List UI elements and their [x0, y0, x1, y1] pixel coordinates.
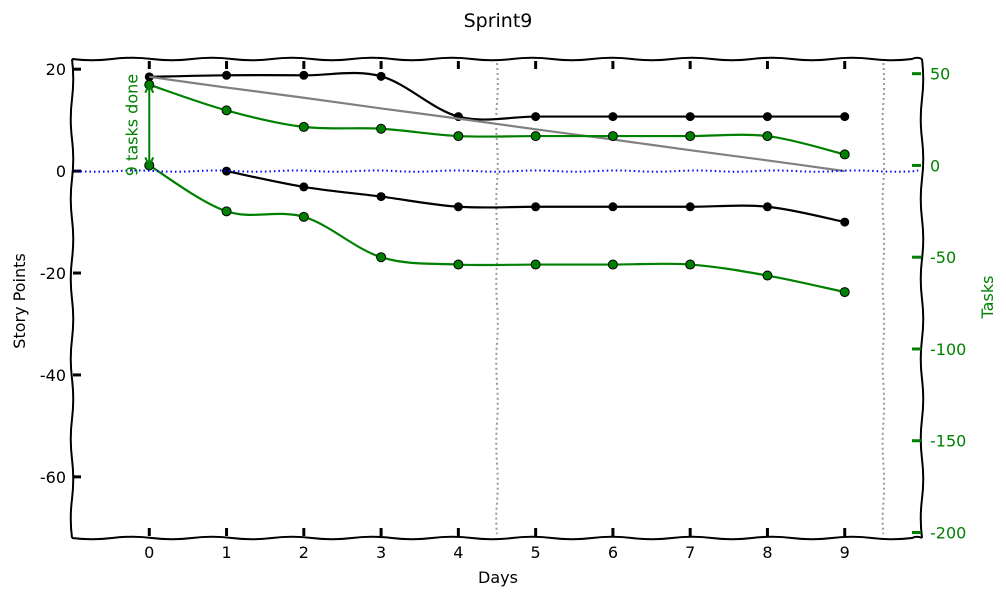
- series-line: [226, 170, 845, 224]
- x-tick-label: 7: [685, 543, 695, 562]
- data-point: [685, 112, 695, 122]
- data-point: [531, 202, 541, 212]
- x-tick-label: 4: [453, 543, 463, 562]
- series-line: [149, 71, 845, 121]
- zero-line: [75, 169, 919, 173]
- data-point: [607, 259, 618, 270]
- data-point: [762, 131, 773, 142]
- data-point: [685, 131, 696, 142]
- frame-bottom: [71, 535, 923, 541]
- data-point: [376, 123, 387, 134]
- data-point: [376, 252, 387, 263]
- data-point: [762, 202, 772, 212]
- data-point: [453, 202, 463, 212]
- annotation-arrowhead: [144, 156, 155, 168]
- y2-tick-label: 0: [930, 156, 940, 175]
- frame-right: [919, 58, 925, 539]
- data-point: [762, 270, 773, 281]
- x-tick-label: 0: [144, 543, 154, 562]
- data-point: [376, 71, 386, 81]
- data-point: [222, 166, 232, 176]
- data-point: [221, 105, 232, 116]
- y-axis-label: Story Points: [10, 253, 29, 348]
- data-point: [608, 112, 618, 122]
- data-point: [453, 131, 464, 142]
- data-point: [531, 112, 541, 122]
- data-point: [221, 206, 232, 217]
- y2-tick-label: 50: [930, 65, 950, 84]
- data-point: [453, 259, 464, 270]
- chart-title: Sprint9: [464, 10, 533, 32]
- data-point: [839, 287, 850, 298]
- y2-tick-label: -100: [930, 340, 966, 359]
- x-axis-label: Days: [478, 568, 518, 587]
- x-tick-label: 5: [531, 543, 541, 562]
- plot-area: 0 1 2 3 4 5 6 7 8 9 20 0 -20 -40 -60 50 0 -50 -100 -150 -200…: [40, 56, 966, 562]
- x-tick-label: 3: [376, 543, 386, 562]
- data-point: [685, 259, 696, 270]
- y2-tick-label: -150: [930, 432, 966, 451]
- data-point: [299, 182, 309, 192]
- annotation-label: 9 tasks done: [122, 74, 141, 176]
- x-tick-label: 8: [762, 543, 772, 562]
- data-point: [762, 112, 772, 122]
- data-point: [840, 217, 850, 227]
- x-tick-label: 9: [840, 543, 850, 562]
- y-tick-label: -20: [40, 264, 66, 283]
- y-tick-label: -40: [40, 366, 66, 385]
- y2-axis-label: Tasks: [978, 276, 997, 320]
- data-point: [222, 70, 232, 80]
- x-tick-label: 6: [608, 543, 618, 562]
- data-point: [299, 70, 309, 80]
- series-line: [148, 83, 845, 156]
- data-point: [298, 211, 309, 222]
- data-point: [298, 121, 309, 132]
- frame-left: [69, 58, 75, 539]
- frame-top: [71, 56, 923, 62]
- data-point: [685, 202, 695, 212]
- data-point: [376, 192, 386, 202]
- sprint-end-line: [495, 62, 499, 535]
- x-tick-label: 2: [299, 543, 309, 562]
- sprint-end-line: [881, 62, 886, 535]
- series-line: [148, 164, 845, 294]
- y2-tick-label: -200: [930, 523, 966, 542]
- y-tick-label: -60: [40, 468, 66, 487]
- data-point: [839, 149, 850, 160]
- data-point: [608, 202, 618, 212]
- y-tick-label: 20: [46, 60, 66, 79]
- series-line: [149, 75, 845, 173]
- data-point: [607, 131, 618, 142]
- x-tick-label: 1: [221, 543, 231, 562]
- annotation-arrowhead: [144, 82, 155, 94]
- data-point: [840, 112, 850, 122]
- data-point: [530, 259, 541, 270]
- y-tick-label: 0: [56, 162, 66, 181]
- data-point: [530, 131, 541, 142]
- y2-tick-label: -50: [930, 248, 956, 267]
